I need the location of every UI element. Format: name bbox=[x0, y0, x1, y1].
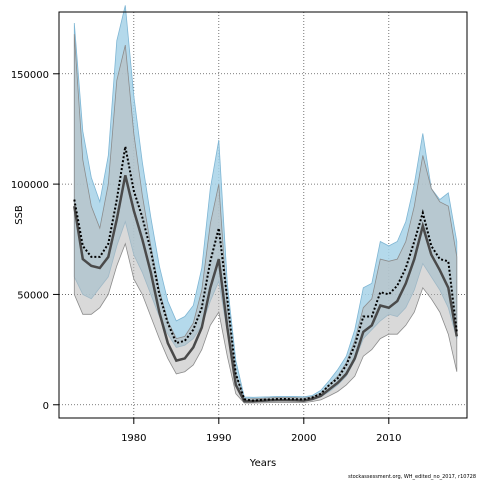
series-lines bbox=[73, 146, 459, 403]
plot-frame bbox=[58, 11, 468, 419]
y-axis-ticks: 0 50000 100000 150000 bbox=[11, 70, 59, 412]
x-tick-label-2010: 2010 bbox=[376, 433, 401, 444]
y-tick-label-0: 0 bbox=[43, 401, 49, 412]
y-tick-label-150000: 150000 bbox=[11, 70, 49, 81]
x-axis-ticks: 1980 1990 2000 2010 bbox=[121, 418, 402, 444]
band-series-2 bbox=[73, 34, 458, 404]
confidence-bands bbox=[73, 5, 458, 404]
credit-text: stockassessment.org, WH_edited_no_2017, … bbox=[348, 474, 476, 480]
x-tick-label-2000: 2000 bbox=[291, 433, 316, 444]
y-tick-label-50000: 50000 bbox=[17, 290, 49, 301]
line-series-1 bbox=[73, 146, 458, 402]
x-tick-label-1990: 1990 bbox=[206, 433, 231, 444]
x-axis-label: Years bbox=[249, 458, 276, 469]
x-tick-label-1980: 1980 bbox=[121, 433, 146, 444]
y-axis-label: SSB bbox=[14, 205, 25, 225]
y-tick-label-100000: 100000 bbox=[11, 180, 49, 191]
